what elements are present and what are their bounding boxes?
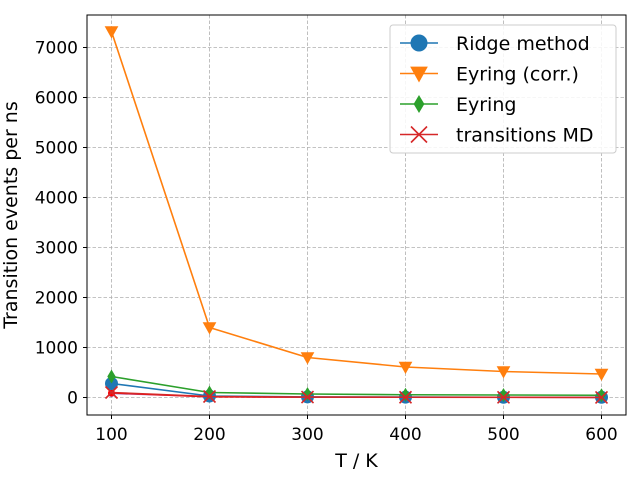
y-tick-label: 4000: [35, 189, 78, 209]
legend: Ridge method Eyring (corr.) Eyring transiti…: [389, 24, 617, 154]
plot-area-frame: [86, 14, 627, 416]
data-point-transitions-md: [202, 389, 217, 404]
x-tick-label: 100: [95, 425, 127, 445]
y-tick-label: 2000: [35, 289, 78, 309]
data-point-eyring-corr: [300, 352, 315, 365]
y-tick-label: 1000: [35, 339, 78, 359]
y-tick-label: 6000: [35, 89, 78, 109]
series-line-eyring-corr: [110, 31, 602, 375]
y-tick-label: 5000: [35, 139, 78, 159]
x-tick-label: 400: [389, 425, 421, 445]
series-layer: [104, 26, 609, 404]
legend-label-transitions-md: transitions MD: [456, 125, 593, 147]
y-tick-label: 7000: [35, 39, 78, 59]
legend-frame: [389, 24, 617, 154]
y-axis-label: Transition events per ns: [0, 101, 22, 330]
data-point-eyring-corr: [202, 322, 217, 335]
data-point-eyring-corr: [104, 26, 119, 39]
x-axis: 100 200 300 400 500 600: [95, 415, 618, 445]
data-point-transitions-md: [104, 385, 119, 400]
x-axis-label: T / K: [334, 450, 378, 472]
x-tick-label: 600: [585, 425, 617, 445]
data-point-eyring-corr: [496, 366, 511, 379]
legend-label-ridge-method: Ridge method: [456, 33, 590, 55]
y-tick-label: 3000: [35, 239, 78, 259]
legend-label-eyring: Eyring: [456, 94, 516, 116]
data-point-eyring-corr: [398, 361, 413, 375]
data-point-transitions-md: [398, 390, 413, 404]
data-point-transitions-md: [300, 390, 315, 404]
data-point-transitions-md: [496, 390, 511, 404]
data-point-eyring-corr: [594, 368, 609, 382]
legend-marker-transitions-md: [410, 125, 428, 144]
data-point-transitions-md: [594, 390, 609, 404]
legend-marker-eyring: [413, 95, 425, 113]
data-point-eyring: [107, 369, 116, 384]
series-line-eyring: [111, 375, 602, 397]
legend-marker-ridge-method: [410, 34, 428, 52]
series-line-transitions-md: [111, 391, 602, 399]
legend-label-eyring-corr: Eyring (corr.): [456, 64, 579, 86]
x-tick-label: 300: [291, 425, 323, 445]
legend-marker-eyring-corr: [410, 66, 428, 83]
x-tick-label: 500: [487, 425, 519, 445]
y-tick-label: 0: [67, 389, 78, 409]
x-tick-label: 200: [193, 425, 225, 445]
y-axis: 0 1000 2000 3000 4000 5000 6000 7000: [35, 39, 87, 409]
